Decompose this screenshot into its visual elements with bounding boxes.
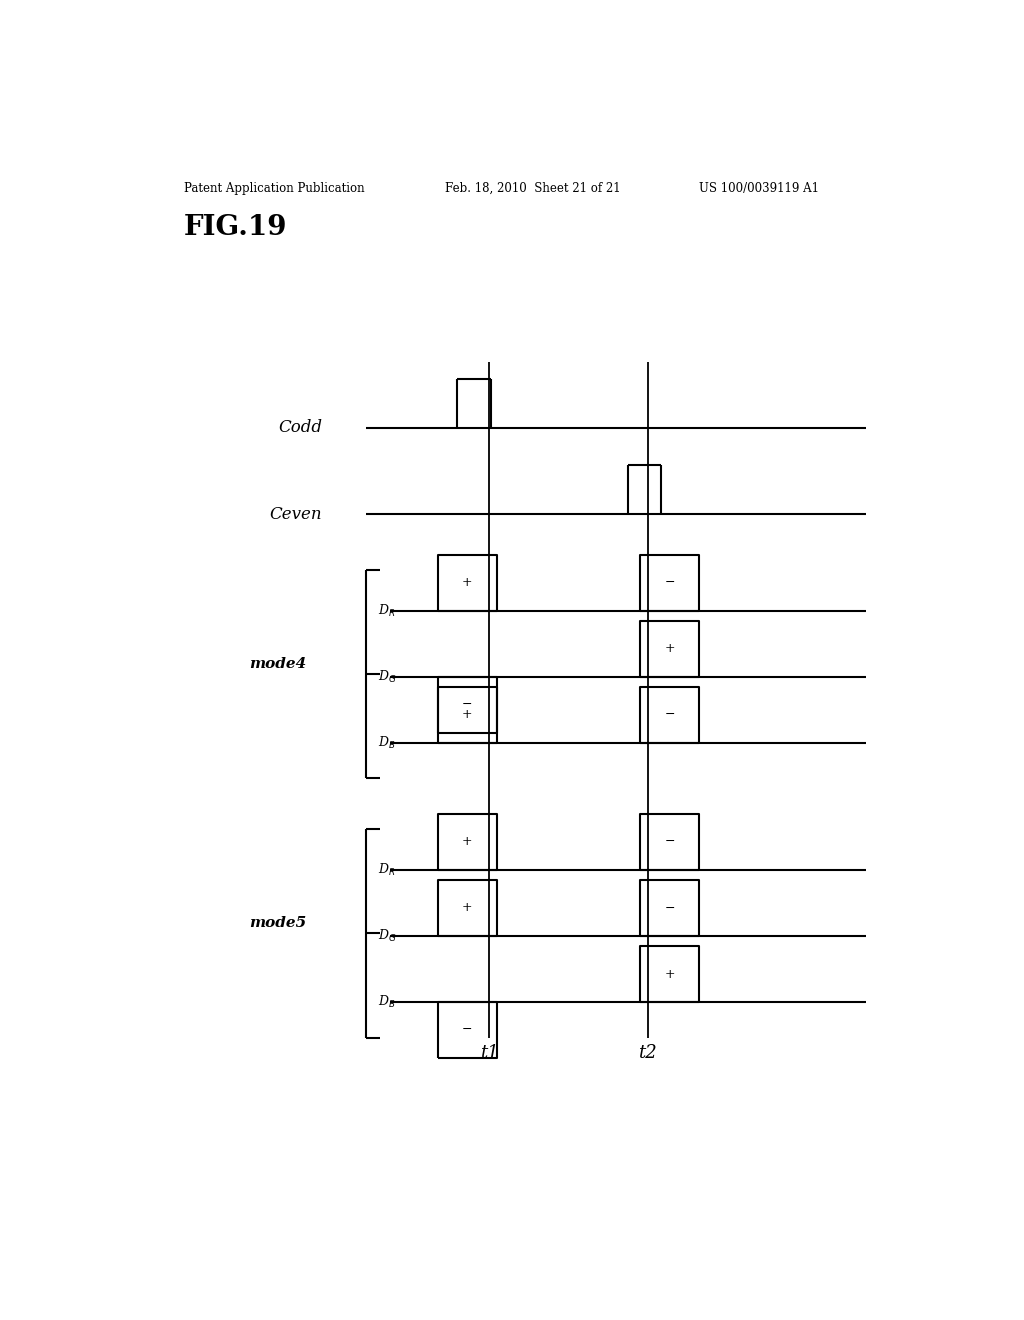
Text: −: − <box>665 902 675 915</box>
Text: D$_R$: D$_R$ <box>378 603 395 619</box>
Text: +: + <box>665 968 675 981</box>
Text: −: − <box>462 1023 472 1036</box>
Text: D$_R$: D$_R$ <box>378 862 395 878</box>
Text: −: − <box>665 577 675 589</box>
Text: −: − <box>462 698 472 711</box>
Text: +: + <box>462 836 472 849</box>
Text: t1: t1 <box>479 1044 499 1061</box>
Text: FIG.19: FIG.19 <box>183 214 287 242</box>
Text: +: + <box>462 577 472 589</box>
Text: +: + <box>462 902 472 915</box>
Text: D$_G$: D$_G$ <box>378 928 396 944</box>
Text: t2: t2 <box>638 1044 657 1061</box>
Text: +: + <box>665 643 675 655</box>
Text: mode5: mode5 <box>249 916 306 931</box>
Text: US 100/0039119 A1: US 100/0039119 A1 <box>699 182 819 195</box>
Text: Feb. 18, 2010  Sheet 21 of 21: Feb. 18, 2010 Sheet 21 of 21 <box>445 182 622 195</box>
Text: Patent Application Publication: Patent Application Publication <box>183 182 365 195</box>
Text: mode4: mode4 <box>249 657 306 671</box>
Text: Codd: Codd <box>279 420 323 436</box>
Text: D$_B$: D$_B$ <box>378 994 396 1010</box>
Text: −: − <box>665 709 675 721</box>
Text: −: − <box>665 836 675 849</box>
Text: D$_G$: D$_G$ <box>378 669 396 685</box>
Text: D$_B$: D$_B$ <box>378 735 396 751</box>
Text: +: + <box>462 709 472 721</box>
Text: Ceven: Ceven <box>269 506 323 523</box>
